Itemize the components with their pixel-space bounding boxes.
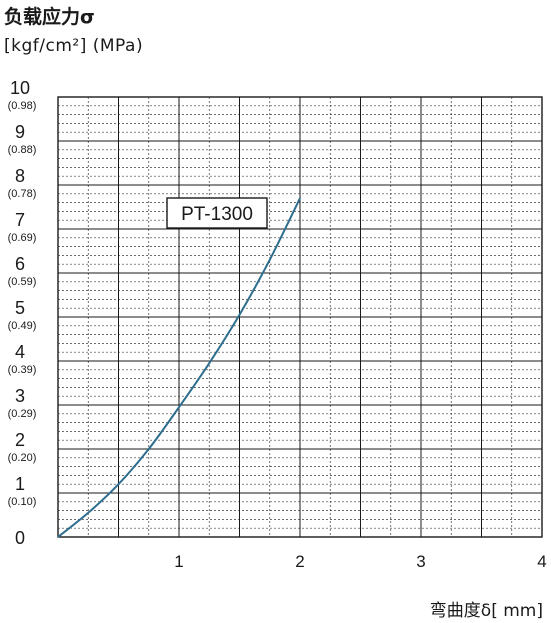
x-axis-title: 弯曲度δ[ mm] — [429, 601, 543, 621]
y-tick-label: 5 — [15, 298, 25, 318]
y-tick-label: 1 — [15, 474, 25, 494]
y-axis-title: 负载应力σ — [4, 6, 95, 28]
axis-ticks: 10(0.98)9(0.88)8(0.78)7(0.69)6(0.59)5(0.… — [8, 78, 547, 571]
y-tick-mpa-label: (0.10) — [8, 496, 37, 508]
y-axis-units: [kgf/cm²] (MPa) — [4, 36, 144, 56]
y-tick-mpa-label: (0.59) — [8, 276, 37, 288]
y-tick-mpa-label: (0.88) — [8, 144, 37, 156]
series-label-box — [166, 197, 268, 229]
y-tick-label: 9 — [15, 122, 25, 142]
series-layer: PT-1300 — [57, 197, 301, 538]
y-tick-mpa-label: (0.20) — [8, 452, 37, 464]
y-tick-label: 10 — [10, 78, 30, 98]
x-tick-label: 3 — [416, 552, 425, 571]
y-tick-label: 7 — [15, 210, 25, 230]
y-tick-mpa-label: (0.98) — [8, 100, 37, 112]
x-tick-label: 2 — [295, 552, 304, 571]
y-tick-mpa-label: (0.29) — [8, 408, 37, 420]
x-tick-label: 1 — [174, 552, 183, 571]
y-tick-label: 4 — [15, 342, 25, 362]
y-tick-mpa-label: (0.69) — [8, 232, 37, 244]
series-line-pt-1300 — [57, 197, 301, 538]
y-tick-label: 8 — [15, 166, 25, 186]
y-tick-mpa-label: (0.39) — [8, 364, 37, 376]
y-tick-label: 2 — [15, 430, 25, 450]
y-tick-mpa-label: (0.78) — [8, 188, 37, 200]
y-tick-mpa-label: (0.49) — [8, 320, 37, 332]
x-tick-label: 4 — [537, 552, 546, 571]
y-tick-label: 0 — [15, 528, 25, 548]
y-tick-label: 3 — [15, 386, 25, 406]
y-tick-label: 6 — [15, 254, 25, 274]
series-label-pt-1300: PT-1300 — [181, 204, 253, 225]
chart-grid — [57, 96, 543, 538]
